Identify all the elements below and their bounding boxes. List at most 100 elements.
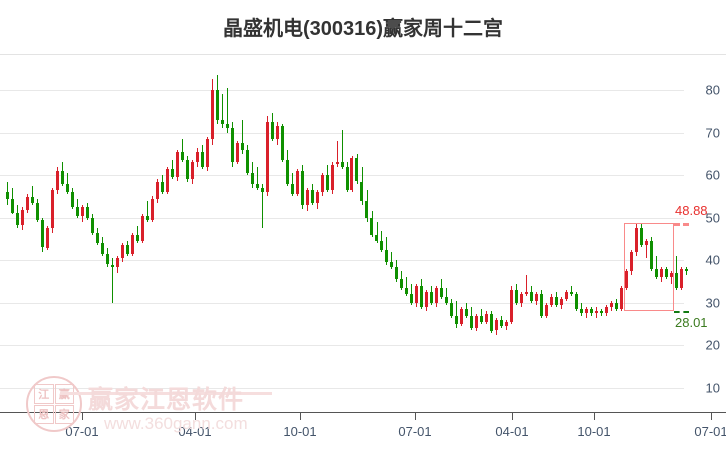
x-axis-tick <box>195 413 196 420</box>
candle-body <box>525 292 529 295</box>
candle-body <box>545 305 549 316</box>
candle-body <box>275 126 279 139</box>
candle-body <box>445 296 449 303</box>
x-axis-tick-label: 07-01 <box>65 424 99 439</box>
candle-wick <box>32 185 33 205</box>
candle-wick <box>656 256 657 280</box>
candle-body <box>335 162 339 165</box>
candle-body <box>155 181 159 199</box>
candle-body <box>425 292 429 308</box>
candle-body <box>305 190 309 205</box>
candle-body <box>575 294 579 310</box>
candle-body <box>410 294 414 303</box>
candle-body <box>290 183 294 195</box>
candle-body <box>680 268 684 288</box>
candle-body <box>255 183 259 188</box>
title-divider <box>0 54 726 55</box>
candle-body <box>460 309 464 325</box>
candle-body <box>45 228 49 248</box>
candle-body <box>295 170 299 195</box>
candle-body <box>595 311 599 314</box>
candle-body <box>245 149 249 173</box>
grid-line <box>0 260 684 262</box>
plot-area: 10 20 30 40 50 60 70 80 48.88 28.01 <box>0 60 726 412</box>
candle-wick <box>261 183 263 229</box>
x-axis-tick <box>594 413 595 420</box>
watermark-url: www.360gann.com <box>104 414 248 433</box>
candle-body <box>645 241 649 246</box>
candle-body <box>225 124 229 129</box>
grid-line <box>0 90 684 91</box>
grid-line <box>0 345 684 347</box>
candle-body <box>625 270 629 288</box>
candle-body <box>30 197 34 203</box>
candle-wick <box>256 166 258 190</box>
candle-body <box>540 294 544 316</box>
candle-body <box>590 309 594 314</box>
candle-body <box>270 121 274 139</box>
candle-body <box>315 192 319 203</box>
candle-body <box>535 294 539 301</box>
candle-body <box>485 313 489 322</box>
candle-body <box>280 126 284 161</box>
candle-body <box>160 181 164 193</box>
candle-body <box>550 296 554 305</box>
annotation-range-box <box>624 222 674 312</box>
candle-wick <box>686 266 687 276</box>
candle-body <box>360 181 364 201</box>
candle-body <box>75 207 79 216</box>
candle-body <box>390 262 394 267</box>
candle-body <box>655 268 659 278</box>
candle-body <box>490 313 494 331</box>
candle-body <box>650 241 654 269</box>
candle-body <box>520 294 524 303</box>
candle-body <box>660 268 664 278</box>
candle-body <box>515 290 519 303</box>
candle-body <box>330 164 334 190</box>
candle-body <box>65 183 69 193</box>
candle-body <box>135 234 139 242</box>
candle-wick <box>391 251 393 269</box>
y-axis-tick-label: 10 <box>705 380 720 396</box>
candle-body <box>560 298 564 305</box>
y-axis-tick-label: 70 <box>705 125 720 141</box>
candle-body <box>345 166 349 190</box>
candle-body <box>570 292 574 295</box>
candle-wick <box>221 94 223 129</box>
candle-body <box>235 143 239 163</box>
low-price-label: 28.01 <box>675 315 708 331</box>
candle-body <box>180 151 184 161</box>
candle-body <box>55 170 59 191</box>
watermark-brand: 赢家江恩软件 <box>88 386 245 414</box>
candle-body <box>205 139 209 167</box>
candle-body <box>395 266 399 280</box>
candle-body <box>10 198 14 213</box>
candle-body <box>440 288 444 297</box>
candle-body <box>100 243 104 254</box>
candle-body <box>250 173 254 184</box>
grid-line <box>0 217 684 219</box>
candle-body <box>480 315 484 322</box>
candle-wick <box>336 141 338 167</box>
candle-body <box>685 268 689 271</box>
candle-body <box>565 292 569 299</box>
candle-body <box>415 285 419 303</box>
candle-body <box>260 187 264 193</box>
candle-wick <box>66 173 68 195</box>
candle-body <box>355 158 359 182</box>
candle-body <box>15 212 19 226</box>
candle-body <box>585 309 589 314</box>
candle-body <box>265 121 269 193</box>
x-axis-tick-label: 10-01 <box>577 424 611 439</box>
candle-wick <box>456 300 458 329</box>
candle-body <box>20 210 24 226</box>
candle-body <box>635 228 639 252</box>
candle-body <box>405 288 409 295</box>
candle-body <box>600 311 604 314</box>
candle-body <box>675 273 679 288</box>
candle-body <box>110 264 114 267</box>
candle-body <box>500 319 504 327</box>
high-price-label: 48.88 <box>675 202 708 218</box>
candle-body <box>60 170 64 184</box>
